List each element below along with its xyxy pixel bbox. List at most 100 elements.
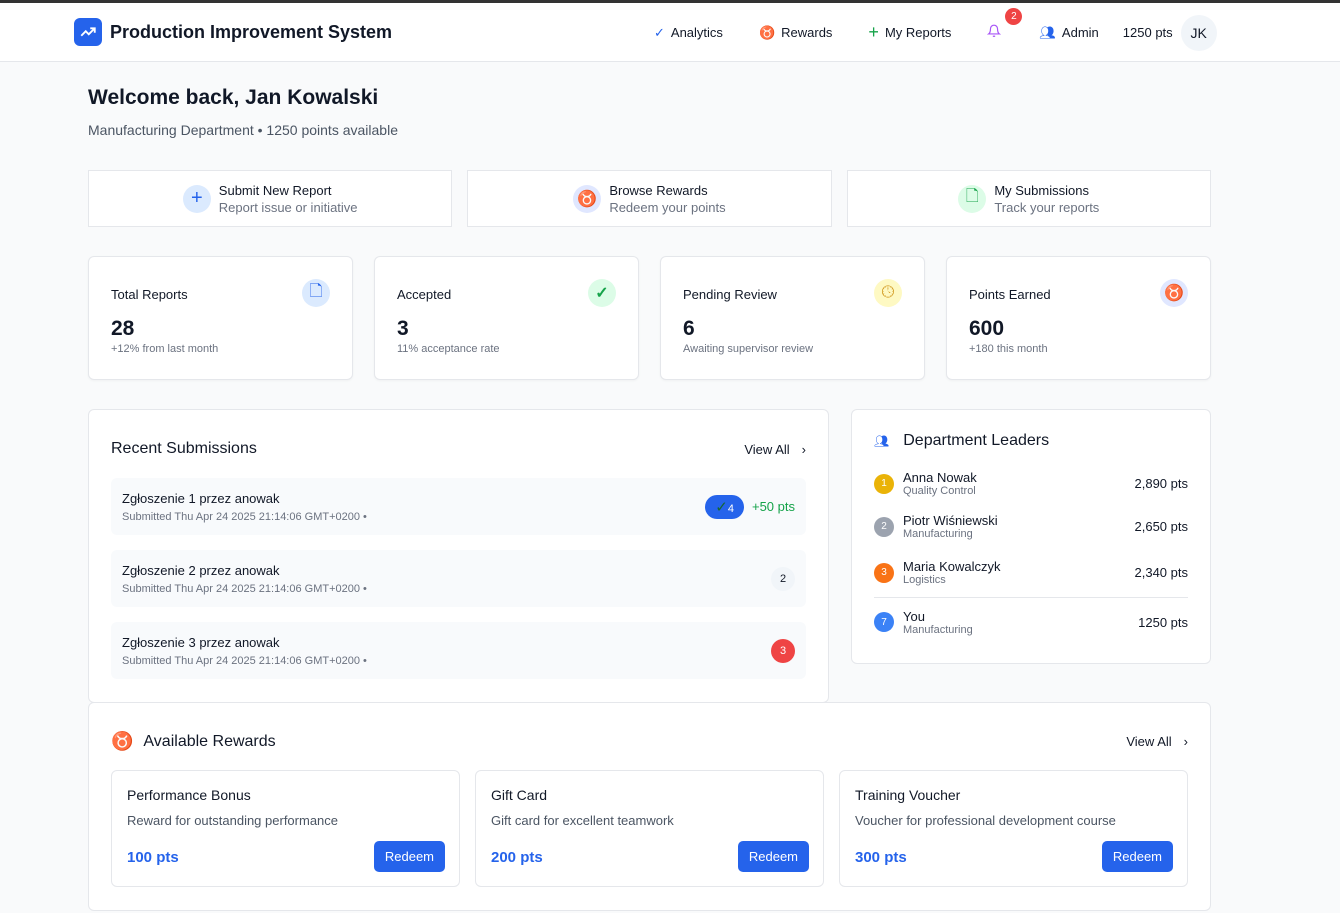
nav-admin[interactable]: 👥︎ Admin (1039, 25, 1098, 41)
check-circle-icon: ✓ (715, 498, 728, 516)
stat-label: Accepted (397, 287, 452, 302)
stat-value: 600 (969, 317, 1005, 340)
status-badge: 2 (771, 566, 795, 591)
nav-label: Rewards (781, 25, 833, 40)
stat-sub: +180 this month (969, 343, 1048, 355)
rank-badge: 1 (874, 473, 894, 494)
browse-rewards-button[interactable]: ♉ Browse Rewards Redeem your points (467, 170, 832, 227)
notification-count: 2 (1005, 8, 1023, 25)
list-item[interactable]: Zgłoszenie 1 przez anowak Submitted Thu A… (111, 478, 806, 535)
nav-label: Admin (1061, 25, 1099, 40)
recent-submissions: Recent Submissions View All › Zgłoszenie 1… (88, 409, 829, 703)
nav-label: My Reports (884, 25, 952, 40)
reward-points: 300 pts (855, 849, 907, 866)
reward-card: Gift Card Gift card for excellent teamwor… (475, 770, 824, 887)
check-circle-icon: ✓ (588, 279, 616, 307)
leader-dept: Logistics (903, 574, 946, 586)
item-date: Submitted Thu Apr 24 2025 21:14:06 GMT+0… (122, 654, 367, 667)
section-title: Department Leaders (903, 432, 1050, 449)
quick-title: Browse Rewards (609, 182, 708, 198)
stat-pending: Pending Review 6 Awaiting supervisor revie… (660, 256, 925, 380)
reward-title: Training Voucher (855, 787, 961, 803)
status-badge: ✓4 (705, 494, 744, 519)
reward-card: Performance Bonus Reward for outstanding … (111, 770, 460, 887)
rank-badge: 7 (874, 612, 894, 632)
stat-value: 6 (683, 317, 695, 340)
reward-title: Performance Bonus (127, 787, 251, 803)
available-rewards: ♉ Available Rewards View All › Performance … (88, 702, 1211, 911)
redeem-button[interactable]: Redeem (373, 841, 445, 872)
top-nav: Production Improvement System ✓ Analytics… (0, 3, 1340, 62)
leader-row: 2 Piotr Wiśniewski Manufacturing 2,650 pts (874, 505, 1188, 548)
stat-sub: Awaiting supervisor review (683, 343, 814, 355)
leader-dept: Manufacturing (903, 528, 973, 540)
leader-name: Anna Nowak (903, 470, 977, 485)
quick-title: My Submissions (994, 182, 1089, 198)
department-leaders: 👥︎ Department Leaders 1 Anna Nowak Quality … (851, 409, 1211, 664)
leader-points: 2,340 pts (1134, 565, 1189, 580)
stat-accepted: Accepted 3 11% acceptance rate ✓ (374, 256, 639, 380)
leader-dept: Quality Control (903, 485, 976, 497)
rank-badge: 3 (874, 562, 894, 583)
stat-points: Points Earned 600 +180 this month ♉ (946, 256, 1211, 380)
award-icon: ♉ (1160, 279, 1188, 307)
list-item[interactable]: Zgłoszenie 2 przez anowak Submitted Thu A… (111, 550, 806, 607)
section-title: Recent Submissions (111, 440, 257, 457)
plus-icon: + (868, 22, 879, 42)
avatar[interactable]: JK (1180, 14, 1217, 51)
item-points: +50 pts (751, 499, 795, 514)
leader-points: 2,890 pts (1134, 476, 1189, 491)
item-title: Zgłoszenie 2 przez anowak (122, 562, 280, 578)
view-all-submissions[interactable]: View All › (744, 442, 806, 457)
item-title: Zgłoszenie 1 przez anowak (122, 490, 280, 506)
users-icon: 👥︎ (874, 434, 890, 448)
stat-sub: 11% acceptance rate (397, 343, 500, 355)
chevron-right-icon: › (1183, 734, 1188, 749)
award-icon: ♉ (573, 184, 602, 213)
users-icon: 👥︎ (1039, 24, 1056, 40)
rank-badge: 2 (874, 516, 894, 537)
stat-value: 28 (111, 317, 135, 340)
item-title: Zgłoszenie 3 przez anowak (122, 634, 280, 650)
user-points: 1250 pts (1122, 25, 1173, 40)
reward-desc: Gift card for excellent teamwork (491, 813, 674, 828)
stat-sub: +12% from last month (111, 343, 219, 355)
nav-analytics[interactable]: ✓ Analytics (654, 25, 723, 41)
brand-title[interactable]: Production Improvement System (110, 21, 393, 42)
reward-desc: Reward for outstanding performance (127, 813, 339, 828)
award-icon: ♉ (111, 731, 134, 751)
stat-label: Pending Review (683, 287, 777, 302)
reward-card: Training Voucher Voucher for professional… (839, 770, 1188, 887)
leader-name: Maria Kowalczyk (903, 559, 1001, 574)
stat-label: Total Reports (111, 287, 188, 302)
view-all-rewards[interactable]: View All › (1126, 734, 1188, 749)
clock-icon: 🕓︎ (874, 279, 902, 307)
list-item[interactable]: Zgłoszenie 3 przez anowak Submitted Thu A… (111, 622, 806, 679)
reward-desc: Voucher for professional development cou… (855, 813, 1116, 828)
stat-total-reports: Total Reports 28 +12% from last month 🗋︎ (88, 256, 353, 380)
section-title: Available Rewards (143, 732, 276, 750)
redeem-button[interactable]: Redeem (737, 841, 809, 872)
submit-report-button[interactable]: + Submit New Report Report issue or initia… (88, 170, 453, 227)
quick-sub: Report issue or initiative (218, 199, 358, 215)
bell-icon (987, 24, 1002, 37)
leader-name: Piotr Wiśniewski (903, 513, 998, 528)
leader-name: You (903, 608, 925, 624)
redeem-button[interactable]: Redeem (1101, 841, 1173, 872)
quick-sub: Track your reports (994, 199, 1100, 215)
file-icon: 🗋︎ (958, 184, 987, 213)
page-subtitle: Manufacturing Department • 1250 points a… (88, 122, 398, 138)
notifications-button[interactable]: 2 (987, 8, 1023, 41)
nav-my-reports[interactable]: + My Reports (868, 22, 951, 43)
leader-points: 1250 pts (1138, 614, 1188, 630)
my-submissions-button[interactable]: 🗋︎ My Submissions Track your reports (846, 170, 1211, 227)
stat-label: Points Earned (969, 287, 1051, 302)
leader-dept: Manufacturing (903, 623, 973, 636)
leader-row: 1 Anna Nowak Quality Control 2,890 pts (874, 462, 1188, 505)
plus-icon: + (182, 184, 211, 213)
status-badge: 3 (771, 638, 795, 663)
reward-title: Gift Card (491, 787, 548, 803)
file-icon: 🗋︎ (302, 279, 330, 307)
trending-up-logo-icon (74, 18, 102, 46)
nav-rewards[interactable]: ♉ Rewards (759, 25, 832, 41)
